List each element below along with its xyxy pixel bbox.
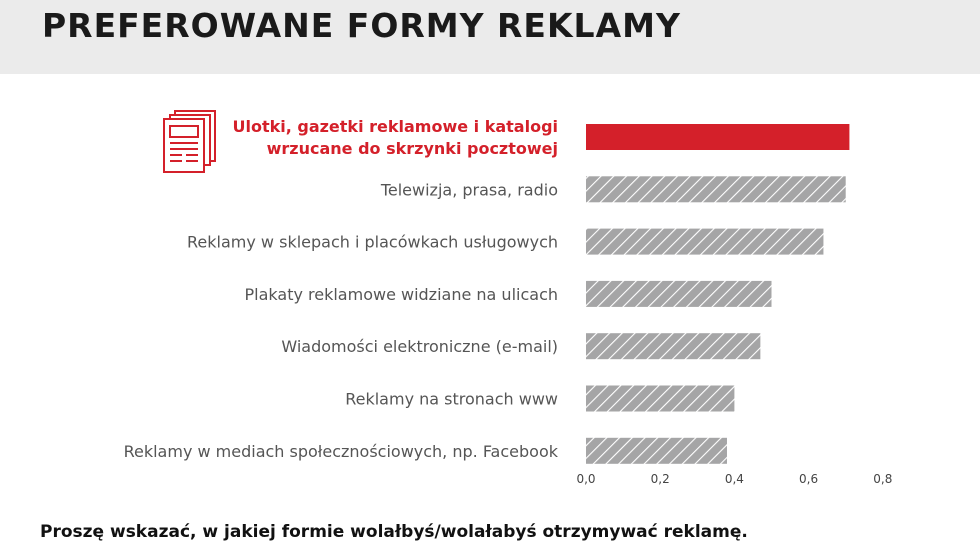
bar-1 — [586, 176, 846, 203]
survey-question: Proszę wskazać, w jakiej formie wolałbyś… — [40, 522, 748, 542]
header-banner: PREFEROWANE FORMY REKLAMY — [0, 0, 980, 74]
bar-0 — [586, 124, 850, 150]
category-label-5-0: Reklamy na stronach www — [345, 390, 558, 409]
category-label-4-0: Wiadomości elektroniczne (e-mail) — [281, 337, 558, 356]
x-tick-label-4: 0,8 — [873, 472, 892, 486]
x-tick-label-3: 0,6 — [799, 472, 818, 486]
bar-3 — [586, 280, 772, 307]
bar-5 — [586, 385, 735, 412]
bar-6 — [586, 437, 727, 464]
category-label-0-0: Ulotki, gazetki reklamowe i katalogi — [232, 117, 558, 136]
page-title: PREFEROWANE FORMY REKLAMY — [42, 6, 681, 45]
category-label-0-1: wrzucane do skrzynki pocztowej — [267, 139, 558, 158]
x-tick-label-0: 0,0 — [576, 472, 595, 486]
category-label-1-0: Telewizja, prasa, radio — [380, 180, 558, 199]
x-tick-label-2: 0,4 — [725, 472, 744, 486]
category-label-2-0: Reklamy w sklepach i placówkach usługowy… — [187, 233, 558, 252]
bar-4 — [586, 333, 761, 360]
newspaper-stack-icon — [163, 110, 216, 173]
category-label-6-0: Reklamy w mediach społecznościowych, np.… — [124, 442, 559, 461]
x-tick-label-1: 0,2 — [651, 472, 670, 486]
bar-2 — [586, 228, 824, 255]
category-label-3-0: Plakaty reklamowe widziane na ulicach — [245, 285, 559, 304]
